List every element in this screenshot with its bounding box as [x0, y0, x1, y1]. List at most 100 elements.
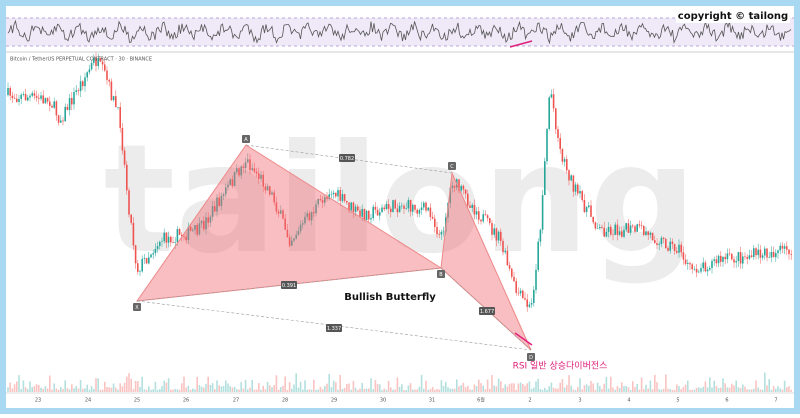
x-tick-label: 4: [627, 398, 630, 404]
volume-bar: [339, 374, 341, 392]
point-box: [133, 303, 141, 311]
candle-body: [280, 210, 282, 214]
ratio-label: 1.337: [327, 326, 341, 332]
rsi-line: [7, 19, 792, 45]
volume-bar: [770, 389, 773, 392]
candle-body: [128, 190, 130, 215]
x-tick-label: 30: [380, 398, 386, 404]
candle-body: [282, 210, 284, 219]
candle-body: [348, 202, 350, 211]
volume-bar: [249, 387, 251, 392]
candle-body: [198, 223, 201, 235]
volume-bar: [495, 386, 498, 392]
point-box: [242, 135, 250, 143]
candle-body: [423, 202, 425, 208]
volume-bar: [427, 389, 429, 392]
volume-bar: [695, 387, 698, 392]
candle-body: [258, 173, 260, 179]
volume-bar: [504, 384, 506, 392]
volume-bar: [489, 389, 491, 392]
ratio-box: [479, 307, 495, 315]
candle-body: [284, 218, 286, 230]
volume-bar: [579, 378, 581, 392]
volume-bar: [42, 388, 44, 392]
candle-body: [513, 276, 515, 282]
volume-bar: [638, 389, 641, 392]
volume-bar: [27, 389, 29, 392]
candle-body: [154, 249, 157, 254]
candle-body: [440, 232, 443, 235]
volume-bar: [568, 375, 570, 392]
candle-body: [112, 96, 115, 101]
volume-bar: [198, 385, 201, 392]
point-box: [448, 162, 456, 170]
candle-body: [458, 179, 460, 191]
volume-bar: [62, 388, 64, 392]
volume-bar: [304, 380, 306, 392]
candle-body: [156, 245, 159, 250]
volume-bar: [313, 379, 315, 392]
candle-body: [7, 88, 9, 95]
candle-body: [524, 298, 526, 300]
volume-bar: [717, 387, 720, 392]
candle-body: [330, 194, 333, 195]
candle-body: [242, 166, 245, 168]
volume-bar: [746, 389, 748, 392]
candle-body: [612, 234, 614, 236]
volume-bar: [676, 384, 678, 392]
volume-bar: [777, 386, 779, 392]
volume-bar: [16, 381, 18, 392]
volume-bar: [574, 389, 577, 392]
volume-bar: [484, 389, 487, 392]
candle-body: [401, 205, 403, 207]
candle-body: [693, 268, 696, 270]
candle-body: [354, 206, 357, 212]
candle-body: [572, 175, 575, 192]
candle-body: [20, 94, 22, 99]
candle-body: [475, 211, 478, 215]
candle-body: [407, 199, 410, 209]
volume-bar: [9, 382, 11, 392]
candle-body: [211, 206, 214, 217]
candle-body: [497, 231, 500, 241]
candle-body: [429, 207, 432, 217]
volume-bar: [610, 376, 612, 392]
volume-bar: [251, 380, 253, 392]
volume-bar: [291, 388, 293, 392]
candle-body: [16, 98, 18, 102]
candle-body: [605, 231, 608, 237]
volume-bar: [524, 385, 526, 392]
volume-bar: [315, 389, 317, 392]
candle-body: [748, 255, 751, 259]
candle-body: [286, 229, 289, 238]
candle-body: [376, 209, 379, 216]
candle-body: [222, 194, 225, 196]
candle-body: [238, 168, 240, 176]
volume-bar: [561, 379, 564, 392]
candle-body: [84, 77, 86, 87]
candle-body: [425, 202, 427, 211]
volume-bar: [310, 389, 313, 392]
volume-bar: [361, 382, 363, 392]
volume-bar: [475, 386, 478, 392]
candle-body: [645, 231, 647, 235]
ratio-label: 1.677: [480, 309, 494, 315]
candle-body: [462, 185, 465, 190]
candle-body: [709, 267, 711, 270]
candle-body: [130, 214, 132, 223]
volume-bar: [585, 384, 588, 392]
candle-body: [110, 81, 113, 101]
volume-bar: [11, 388, 14, 392]
candle-body: [225, 187, 227, 195]
volume-bar: [319, 386, 322, 392]
candle-body: [370, 218, 372, 220]
volume-bar: [167, 378, 170, 392]
volume-bar: [280, 387, 282, 392]
volume-bar: [460, 385, 462, 392]
candle-body: [737, 252, 740, 261]
volume-bar: [548, 386, 550, 392]
candle-body: [159, 241, 161, 246]
candle-body: [779, 245, 781, 251]
volume-bar: [607, 388, 610, 392]
volume-bar: [203, 387, 205, 392]
